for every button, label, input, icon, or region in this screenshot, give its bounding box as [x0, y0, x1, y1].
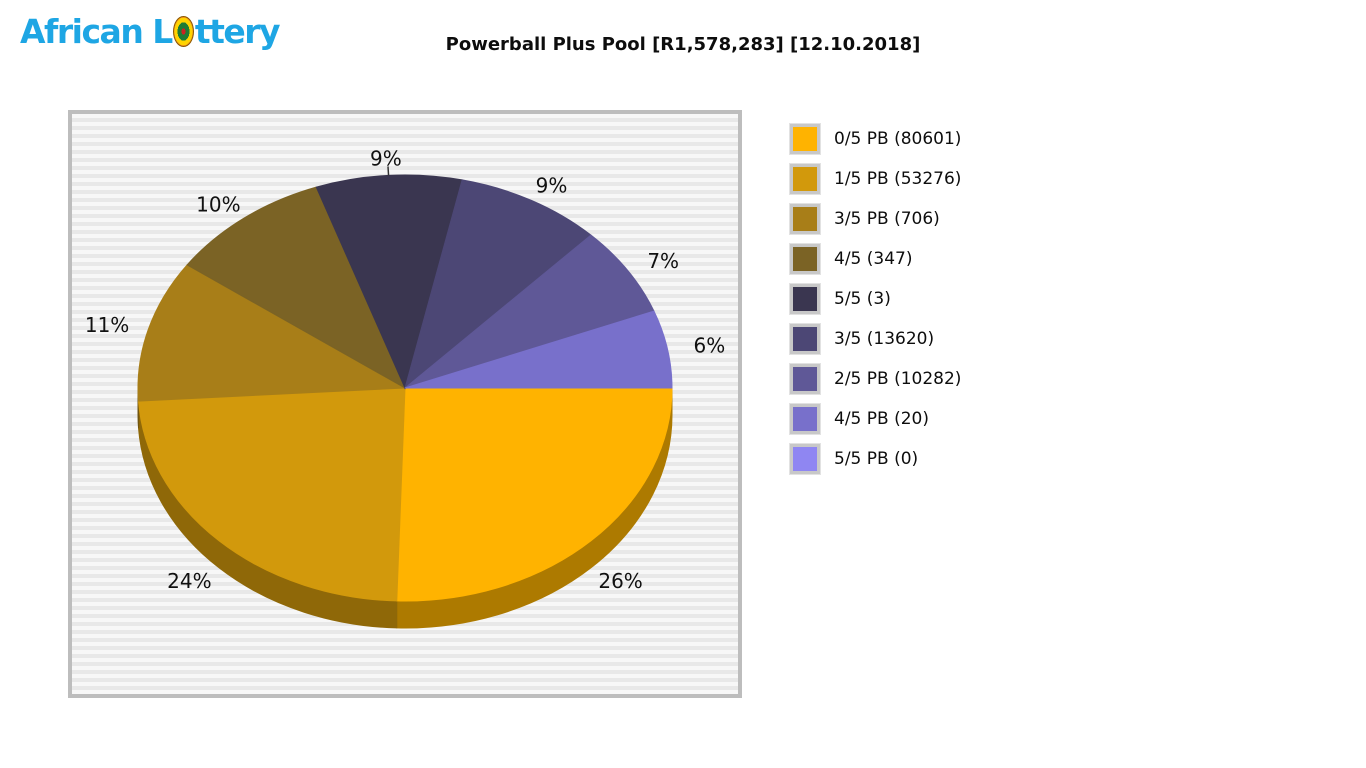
legend-item-label: 3/5 PB (706): [834, 209, 940, 229]
legend-item: 2/5 PB (10282): [789, 363, 962, 395]
legend-color-swatch: [789, 163, 821, 195]
legend-item: 1/5 PB (53276): [789, 163, 962, 195]
legend-item: 0/5 PB (80601): [789, 123, 962, 155]
label-tick: [387, 166, 390, 176]
chart-legend: 0/5 PB (80601) 1/5 PB (53276) 3/5 PB (706)…: [789, 123, 962, 484]
legend-color-swatch: [789, 323, 821, 355]
pie-percent-label: 24%: [167, 569, 211, 593]
legend-item-label: 5/5 (3): [834, 289, 891, 309]
chart-panel: 26% 24% 11% 10% 9% 9% 7% 6%: [68, 110, 742, 698]
app-logo: African L ttery: [20, 12, 281, 51]
legend-item-label: 4/5 (347): [834, 249, 913, 269]
legend-item: 5/5 PB (0): [789, 443, 961, 475]
pie-slice: [186, 186, 407, 390]
pie-percent-label: 7%: [647, 249, 679, 273]
logo-text-suffix: ttery: [194, 12, 281, 51]
legend-color-swatch: [789, 203, 821, 235]
legend-color-swatch: [789, 403, 821, 435]
legend-item-label: 3/5 (13620): [834, 329, 935, 349]
legend-item: 4/5 (347): [789, 243, 961, 275]
pie-percent-label: 26%: [598, 569, 642, 593]
legend-item: 5/5 (3): [789, 283, 961, 315]
pie-percent-label: 11%: [85, 313, 129, 337]
legend-item-label: 1/5 PB (53276): [834, 169, 962, 189]
legend-color-swatch: [789, 363, 821, 395]
pie-percent-label: 9%: [536, 173, 568, 197]
pie-slice: [137, 387, 406, 602]
pie-percent-label: 9%: [370, 146, 402, 170]
pie-slice: [396, 387, 673, 602]
lottery-ball-icon: [172, 16, 194, 47]
legend-item-label: 4/5 PB (20): [834, 409, 929, 429]
legend-item-label: 0/5 PB (80601): [834, 129, 962, 149]
legend-item-label: 5/5 PB (0): [834, 449, 919, 469]
chart-title: Powerball Plus Pool [R1,578,283] [12.10.…: [445, 34, 921, 55]
pie-slice: [404, 179, 592, 390]
legend-color-swatch: [789, 443, 821, 475]
legend-color-swatch: [789, 243, 821, 275]
legend-color-swatch: [789, 283, 821, 315]
logo-text-prefix: African L: [20, 12, 173, 51]
pie-slice: [315, 174, 463, 390]
pie-slice: [404, 234, 655, 389]
pie-chart: 26% 24% 11% 10% 9% 9% 7% 6%: [85, 146, 726, 629]
pie-percent-label: 6%: [694, 334, 726, 358]
legend-item: 3/5 (13620): [789, 323, 961, 355]
legend-color-swatch: [789, 123, 821, 155]
pie-slice: [404, 310, 673, 389]
legend-item-label: 2/5 PB (10282): [834, 369, 962, 389]
legend-item: 3/5 PB (706): [789, 203, 961, 235]
pie-percent-label: 10%: [196, 192, 240, 216]
pie-slice: [137, 264, 407, 402]
legend-item: 4/5 PB (20): [789, 403, 961, 435]
